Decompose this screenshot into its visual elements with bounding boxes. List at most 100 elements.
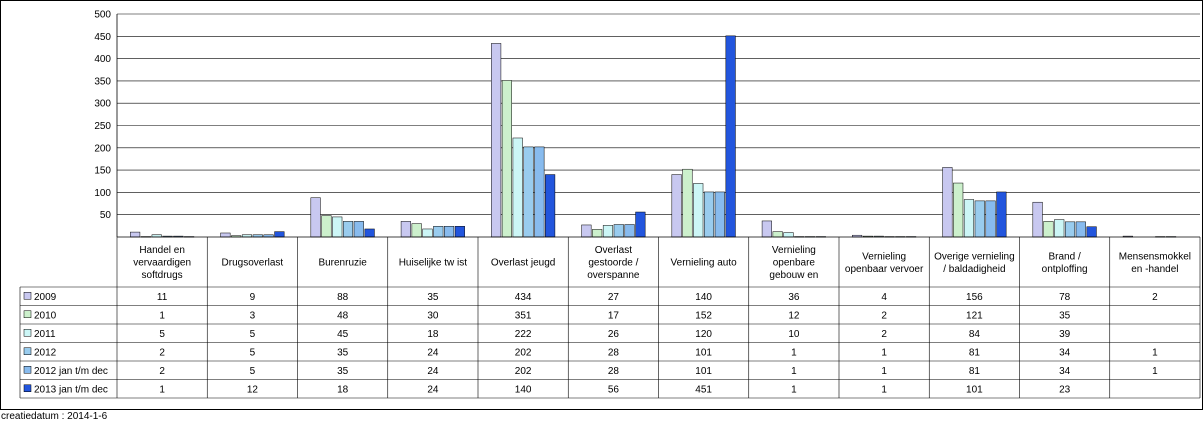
bar [444, 226, 455, 238]
data-label: 11 [157, 292, 168, 303]
bar [400, 221, 411, 238]
category-label-line: Burenruzie [318, 258, 367, 269]
data-label: 156 [966, 292, 983, 303]
category-label-line: Vernieling auto [671, 258, 738, 269]
bar [963, 199, 975, 238]
bar [433, 226, 444, 238]
category-label-line: Overige vernieling [934, 251, 1015, 262]
data-label: 5 [159, 329, 165, 340]
category-label-line: Drugsoverlast [222, 258, 284, 269]
data-label: 39 [1059, 329, 1071, 340]
data-label: 1 [1152, 366, 1158, 377]
data-label: 1 [791, 347, 797, 358]
data-label: 434 [515, 292, 532, 303]
bar [761, 220, 772, 238]
data-label: 202 [515, 347, 532, 358]
legend-label: 2013 jan t/m dec [34, 384, 108, 395]
category-label: Overige vernieling / baldadigheid [934, 251, 1015, 275]
data-label: 34 [1059, 366, 1071, 377]
data-label: 26 [608, 329, 620, 340]
y-tick-label: 50 [100, 210, 112, 221]
legend-label: 2012 jan t/m dec [34, 366, 108, 377]
y-tick-label: 400 [94, 54, 111, 65]
y-tick-label: 450 [94, 32, 111, 43]
category-label-line: Overlast [595, 245, 632, 256]
data-label: 202 [515, 366, 532, 377]
bar [602, 225, 614, 238]
category-label-line: Handel en [139, 245, 185, 256]
legend-swatch [23, 366, 32, 374]
category-label-line: gestoorde / [588, 258, 638, 269]
y-tick-label: 250 [94, 121, 111, 132]
category-label-line: / baldadigheid [943, 264, 1005, 275]
data-label: 34 [1059, 347, 1071, 358]
bar [783, 232, 794, 238]
category-label-line: ontploffing [1042, 264, 1088, 275]
data-label: 56 [608, 384, 620, 395]
bar [1043, 221, 1054, 238]
y-tick-label: 350 [94, 76, 111, 87]
category-label: Vernieling openbare gebouw en [769, 245, 818, 281]
bar [725, 35, 736, 238]
category-label-line: gebouw en [769, 270, 818, 281]
bar [523, 146, 534, 238]
y-tick-label: 100 [94, 188, 111, 199]
bar [953, 182, 964, 238]
bar [1086, 226, 1097, 238]
category-label: Mensensmokkel en -handel [1119, 251, 1191, 275]
bar [422, 228, 433, 238]
data-label: 1 [791, 384, 797, 395]
category-label-line: Vernieling [772, 245, 816, 256]
data-label: 78 [1059, 292, 1071, 303]
y-tick-label: 300 [94, 99, 111, 110]
bar [942, 167, 953, 238]
bar [772, 231, 783, 238]
data-label: 152 [695, 310, 712, 321]
data-label: 18 [337, 384, 349, 395]
data-label: 2 [159, 347, 165, 358]
bar [491, 43, 502, 238]
bar [310, 197, 321, 238]
data-label: 2 [881, 329, 887, 340]
category-label-line: Huiselijke tw ist [399, 258, 468, 269]
data-label: 140 [515, 384, 532, 395]
category-label: Handel en vervaardigen softdrugs [133, 245, 191, 281]
category-label: Brand / ontploffing [1042, 251, 1088, 275]
data-label: 9 [250, 292, 256, 303]
category-label-line: Mensensmokkel [1119, 251, 1191, 262]
category-label-line: Brand / [1049, 251, 1081, 262]
y-tick-label: 500 [94, 10, 111, 21]
bar [581, 224, 592, 238]
data-label: 28 [608, 347, 620, 358]
data-label: 1 [1152, 347, 1158, 358]
category-label-line: Overlast jeugd [491, 258, 555, 269]
data-label: 222 [515, 329, 532, 340]
data-label: 45 [337, 329, 349, 340]
category-label-line: overspanne [587, 270, 640, 281]
bar [613, 224, 624, 238]
data-label: 18 [427, 329, 439, 340]
category-label: Vernieling openbaar vervoer [845, 251, 924, 275]
category-label: Overlast jeugd [491, 258, 555, 269]
legend-label: 2011 [34, 329, 56, 340]
data-label: 12 [247, 384, 259, 395]
data-label: 81 [969, 366, 981, 377]
bar [534, 146, 545, 238]
data-label: 30 [427, 310, 439, 321]
data-label: 1 [881, 347, 887, 358]
bar [220, 232, 231, 238]
bar [1064, 221, 1076, 238]
bar [996, 191, 1007, 238]
bar [364, 228, 375, 238]
data-label: 120 [695, 329, 712, 340]
category-label-line: softdrugs [142, 270, 183, 281]
bar [624, 224, 635, 238]
data-label: 24 [427, 366, 439, 377]
y-tick-label: 150 [94, 166, 111, 177]
bar [671, 174, 682, 238]
bar [342, 221, 354, 238]
bar [1075, 221, 1086, 238]
data-label: 4 [881, 292, 887, 303]
data-label: 24 [427, 347, 439, 358]
bar [353, 221, 364, 238]
